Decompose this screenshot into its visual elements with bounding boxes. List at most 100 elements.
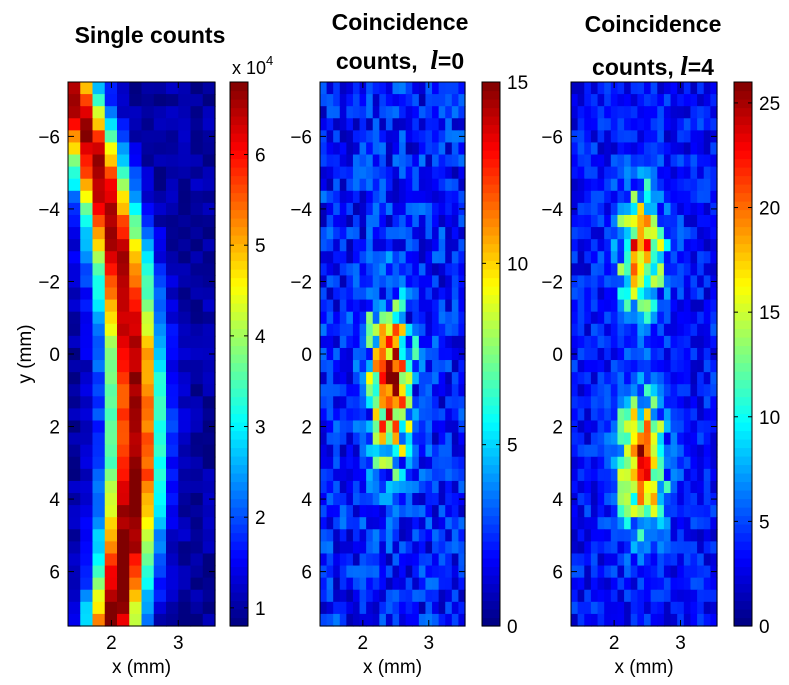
heatmap-cell	[141, 505, 155, 518]
heatmap-cell	[590, 214, 599, 228]
heatmap-cell	[624, 142, 632, 156]
heatmap-cell	[141, 227, 155, 240]
heatmap-cell	[604, 178, 612, 192]
heatmap-cell	[333, 420, 341, 434]
heatmap-cell	[366, 601, 374, 615]
heatmap-cell	[690, 456, 698, 470]
heatmap-cell	[590, 444, 599, 458]
heatmap-cell	[604, 384, 612, 397]
heatmap-cell	[663, 263, 672, 277]
heatmap-cell	[683, 505, 692, 518]
heatmap-cell	[425, 432, 433, 446]
heatmap-cell	[366, 154, 374, 168]
heatmap-cell	[650, 251, 658, 264]
heatmap-cell	[385, 468, 394, 482]
heatmap-cell	[458, 529, 466, 542]
heatmap-cell	[166, 130, 179, 144]
heatmap-cell	[710, 360, 718, 373]
heatmap-cell	[92, 142, 106, 156]
heatmap-cell	[190, 444, 204, 458]
heatmap-cell	[690, 577, 698, 591]
heatmap-cell	[637, 468, 645, 482]
heatmap-cell	[339, 323, 347, 337]
heatmap-cell	[697, 589, 705, 603]
heatmap-cell	[80, 456, 94, 470]
heatmap-cell	[451, 347, 460, 361]
heatmap-cell	[68, 142, 81, 156]
heatmap-cell	[438, 190, 446, 204]
heatmap-cell	[153, 323, 167, 337]
heatmap-cell	[68, 468, 81, 482]
heatmap-cell	[339, 589, 347, 603]
heatmap-cell	[617, 202, 625, 216]
heatmap-cell	[80, 589, 94, 603]
heatmap-cell	[117, 529, 130, 542]
heatmap-cell	[610, 444, 619, 458]
colorbar-segment	[734, 575, 752, 585]
heatmap-cell	[153, 106, 167, 119]
heatmap-cell	[412, 275, 420, 289]
heatmap-cell	[597, 251, 605, 264]
heatmap-cell	[68, 541, 81, 555]
heatmap-cell	[644, 106, 652, 119]
heatmap-cell	[690, 287, 698, 301]
heatmap-cell	[710, 432, 718, 446]
heatmap-cell	[372, 601, 380, 615]
heatmap-cell	[657, 190, 665, 204]
heatmap-cell	[432, 239, 440, 252]
heatmap-cell	[697, 130, 705, 144]
heatmap-cell	[412, 360, 420, 373]
heatmap-cell	[637, 299, 645, 313]
heatmap-cell	[385, 335, 394, 349]
colorbar-tick-label: 5	[507, 436, 518, 457]
heatmap-cell	[92, 444, 106, 458]
heatmap-cell	[333, 106, 341, 119]
heatmap-cell	[418, 493, 427, 506]
heatmap-cell	[104, 517, 118, 530]
heatmap-cell	[617, 311, 625, 325]
heatmap-cell	[320, 239, 328, 252]
heatmap-cell	[650, 577, 658, 591]
heatmap-cell	[80, 360, 94, 373]
heatmap-cell	[379, 287, 387, 301]
heatmap-cell	[92, 202, 106, 216]
heatmap-cell	[352, 299, 361, 313]
heatmap-cell	[385, 517, 394, 530]
heatmap-cell	[630, 347, 638, 361]
heatmap-cell	[80, 82, 94, 95]
heatmap-cell	[129, 529, 143, 542]
heatmap-cell	[577, 275, 585, 289]
heatmap-cell	[326, 130, 334, 144]
heatmap-cell	[584, 311, 592, 325]
colorbar-segment	[734, 277, 752, 287]
heatmap-cell	[630, 299, 638, 313]
heatmap-cell	[458, 178, 466, 192]
heatmap-cell	[80, 529, 94, 542]
colorbar-segment	[230, 371, 248, 381]
heatmap-cell	[451, 239, 460, 252]
heatmap-cell	[637, 372, 645, 385]
heatmap-cell	[451, 444, 460, 458]
heatmap-cell	[153, 299, 167, 313]
heatmap-cell	[352, 311, 361, 325]
heatmap-cell	[326, 517, 334, 530]
heatmap-cell	[412, 480, 420, 494]
colorbar-segment	[734, 592, 752, 602]
heatmap-cell	[178, 347, 192, 361]
heatmap-cell	[677, 432, 685, 446]
heatmap-cell	[178, 577, 192, 591]
heatmap-cell	[425, 529, 433, 542]
heatmap-cell	[359, 311, 367, 325]
heatmap-cell	[425, 106, 433, 119]
heatmap-cell	[399, 384, 407, 397]
heatmap-cell	[418, 384, 427, 397]
colorbar-segment	[230, 201, 248, 211]
heatmap-cell	[178, 408, 192, 422]
heatmap-cell	[584, 432, 592, 446]
heatmap-cell	[571, 299, 579, 313]
colorbar-segment	[230, 473, 248, 483]
heatmap-cell	[571, 529, 579, 542]
heatmap-cell	[92, 106, 106, 119]
heatmap-cell	[190, 106, 204, 119]
heatmap-cell	[597, 106, 605, 119]
